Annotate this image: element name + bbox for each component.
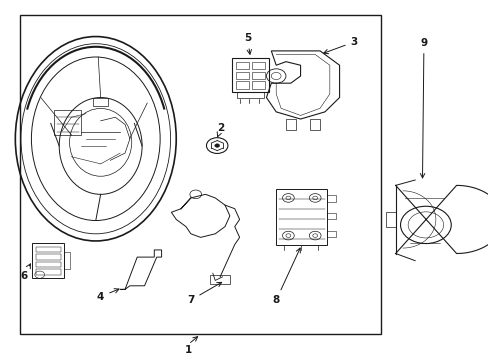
Bar <box>327 213 335 220</box>
Text: 3: 3 <box>323 37 357 54</box>
Bar <box>232 58 268 92</box>
Bar <box>235 81 249 89</box>
Text: 1: 1 <box>184 345 192 355</box>
Bar <box>237 92 264 98</box>
Text: 5: 5 <box>244 33 251 54</box>
Bar <box>327 231 335 237</box>
Text: 4: 4 <box>97 289 119 302</box>
Bar <box>385 212 395 226</box>
Bar <box>310 119 320 130</box>
Bar <box>36 247 61 252</box>
Text: 9: 9 <box>420 38 427 178</box>
Bar <box>251 81 265 89</box>
Bar <box>251 72 265 79</box>
Circle shape <box>214 144 219 147</box>
Bar <box>32 243 64 278</box>
Bar <box>285 119 295 130</box>
Bar <box>36 262 61 267</box>
Bar <box>20 15 380 334</box>
Bar <box>210 275 229 284</box>
Bar <box>36 254 61 260</box>
Text: 8: 8 <box>272 248 300 305</box>
Bar <box>276 189 327 244</box>
Bar <box>327 195 335 202</box>
Text: 2: 2 <box>217 123 224 137</box>
Bar <box>235 62 249 69</box>
Bar <box>64 252 70 269</box>
Bar <box>93 98 108 107</box>
Text: 7: 7 <box>187 282 221 305</box>
Bar <box>54 110 81 135</box>
Bar <box>251 62 265 69</box>
Bar <box>235 72 249 79</box>
Bar <box>36 269 61 275</box>
Text: 6: 6 <box>20 264 30 281</box>
